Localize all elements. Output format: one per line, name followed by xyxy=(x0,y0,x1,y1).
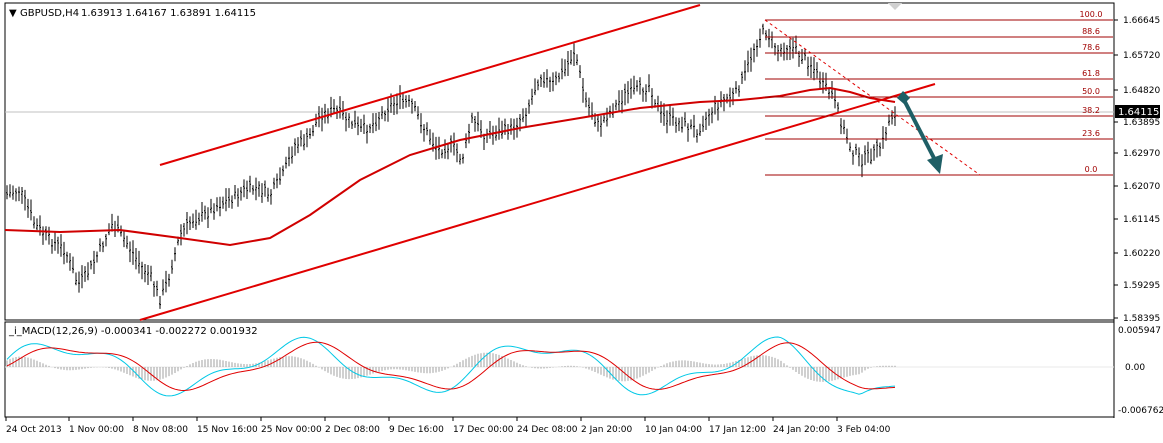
fib-level-label: 61.8 xyxy=(1082,69,1100,78)
macd-axis-max: 0.005947 xyxy=(1118,326,1161,336)
current-price-badge xyxy=(1115,105,1160,118)
time-tick-label: 8 Nov 08:00 xyxy=(133,425,188,435)
price-tick-label: 1.64820 xyxy=(1123,86,1160,96)
time-tick-label: 9 Dec 16:00 xyxy=(389,425,444,435)
chart-shift-marker-icon[interactable] xyxy=(888,3,902,10)
time-tick-label: 24 Jan 20:00 xyxy=(773,425,830,435)
macd-label: _i_MACD(12,26,9) -0.000341 -0.002272 0.0… xyxy=(8,326,258,337)
fib-level-label: 23.6 xyxy=(1082,129,1100,138)
moving-average-line[interactable] xyxy=(4,86,896,247)
fibonacci-retracement[interactable]: 100.0 88.6 78.6 61.8 50.0 38.2 23.6 0.0 xyxy=(765,10,1113,176)
fib-level-label: 38.2 xyxy=(1082,106,1100,115)
time-tick-label: 10 Jan 04:00 xyxy=(645,425,702,435)
price-bars xyxy=(6,23,896,309)
price-tick-label: 1.62970 xyxy=(1123,149,1160,159)
fib-level-label: 0.0 xyxy=(1085,165,1098,174)
ohlc-label: 1.63913 1.64167 1.63891 1.64115 xyxy=(81,8,256,19)
time-tick-label: 15 Nov 16:00 xyxy=(197,425,258,435)
price-tick-label: 1.60220 xyxy=(1123,249,1160,259)
fib-level-label: 88.6 xyxy=(1082,27,1100,36)
price-tick-label: 1.59295 xyxy=(1123,281,1160,291)
time-tick-label: 24 Dec 08:00 xyxy=(517,425,578,435)
channel-lower-line[interactable] xyxy=(139,83,936,321)
moving-average xyxy=(4,86,896,247)
price-tick-label: 1.63895 xyxy=(1123,118,1160,128)
macd-main-line xyxy=(6,336,896,397)
price-tick-label: 1.66645 xyxy=(1123,16,1160,26)
macd-axis-min: -0.006762 xyxy=(1118,406,1163,416)
time-tick-label: 25 Nov 00:00 xyxy=(261,425,322,435)
price-tick-label: 1.65720 xyxy=(1123,51,1160,61)
channel-upper-line[interactable] xyxy=(159,4,701,166)
time-tick-label: 17 Dec 00:00 xyxy=(453,425,514,435)
time-tick-label: 24 Oct 2013 xyxy=(6,425,62,435)
projection-arrow-icon[interactable] xyxy=(897,91,943,174)
price-tick-label: 1.58395 xyxy=(1123,314,1160,324)
price-tick-label: 1.61145 xyxy=(1123,215,1160,225)
macd-signal-line xyxy=(6,341,896,392)
price-axis: 1.66645 1.65720 1.64820 1.63895 1.62970 1.620… xyxy=(1114,16,1160,324)
time-tick-label: 1 Nov 00:00 xyxy=(69,425,124,435)
macd-axis-zero: 0.00 xyxy=(1125,363,1145,373)
time-tick-label: 17 Jan 12:00 xyxy=(709,425,766,435)
time-tick-label: 2 Jan 20:00 xyxy=(581,425,633,435)
fib-level-label: 78.6 xyxy=(1082,43,1100,52)
price-tick-label: 1.62070 xyxy=(1123,182,1160,192)
time-axis: 24 Oct 2013 1 Nov 00:00 8 Nov 08:00 15 Nov … xyxy=(5,417,891,435)
triangle-down-icon[interactable]: ▼ xyxy=(9,8,17,19)
symbol-label: GBPUSD,H4 xyxy=(20,8,79,19)
current-price-value: 1.64115 xyxy=(1118,107,1159,118)
fib-level-label: 100.0 xyxy=(1080,10,1103,19)
time-tick-label: 2 Dec 08:00 xyxy=(325,425,380,435)
time-tick-label: 3 Feb 04:00 xyxy=(837,425,891,435)
fib-level-label: 50.0 xyxy=(1082,87,1100,96)
fib-trend-line[interactable] xyxy=(764,19,981,176)
